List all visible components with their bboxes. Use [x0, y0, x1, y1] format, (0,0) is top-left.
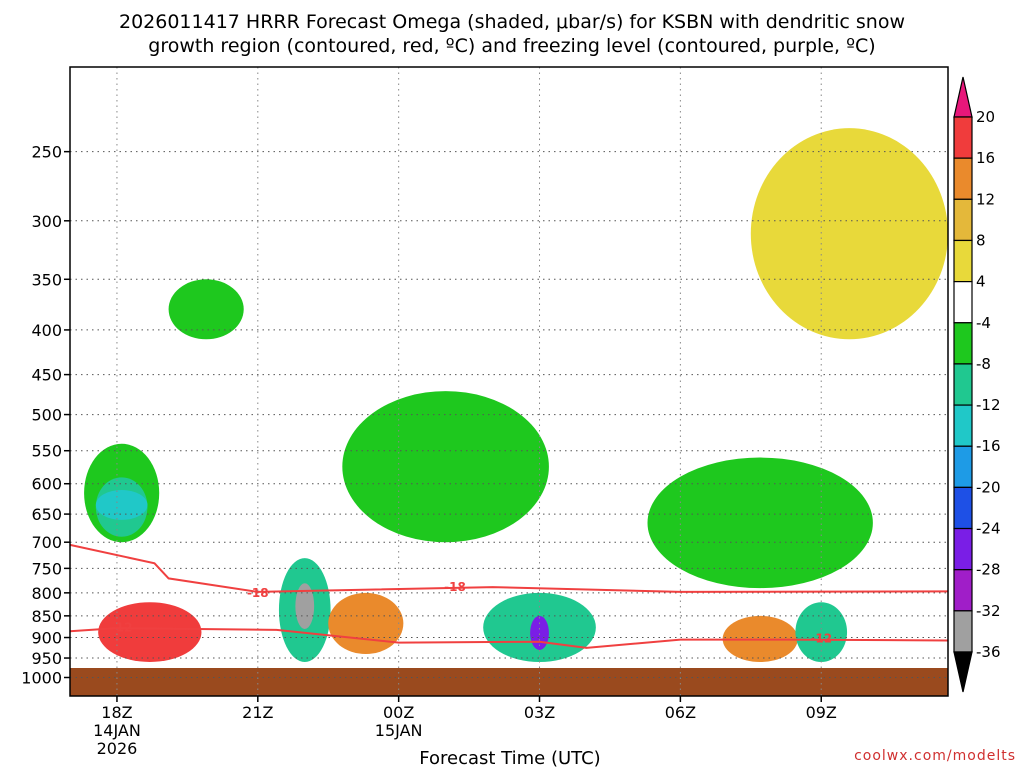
x-tick-label: 21Z — [242, 703, 273, 722]
colorbar-segment — [953, 363, 973, 406]
colorbar-segment — [953, 281, 973, 324]
y-tick-label: 600 — [31, 475, 62, 494]
colorbar-label: -20 — [976, 478, 1001, 496]
omega-shading — [84, 128, 948, 663]
y-tick-label: 700 — [31, 533, 62, 552]
colorbar-segment — [953, 239, 973, 283]
y-tick-label: 350 — [31, 270, 62, 289]
red-contour-line — [69, 543, 949, 593]
colorbar-segment — [953, 116, 973, 159]
plot-frame — [69, 66, 949, 697]
credit-text: coolwx.com/modelts — [854, 748, 1016, 764]
x-tick-year: 2026 — [97, 739, 138, 758]
y-tick-label: 300 — [31, 212, 62, 231]
omega-region — [98, 602, 202, 663]
chart-title-line2: growth region (contoured, red, ºC) and f… — [148, 35, 875, 57]
x-tick-label: 03Z — [524, 703, 555, 722]
x-axis-label: Forecast Time (UTC) — [419, 748, 600, 768]
red-contour-label: -18 — [247, 586, 269, 600]
omega-region — [95, 489, 148, 520]
colorbar-segment — [953, 404, 973, 447]
y-tick-label: 250 — [31, 143, 62, 162]
grid-lines — [70, 67, 948, 696]
y-tick-label: 500 — [31, 406, 62, 425]
colorbar: 20 16 12 8 4 -4 -8 -12 -16 -20 -24 -28 -32 -36 — [953, 76, 1001, 693]
red-contour-line — [69, 627, 949, 649]
colorbar-label: -32 — [976, 602, 1001, 620]
omega-region — [750, 128, 948, 340]
x-tick-label: 00Z — [383, 703, 414, 722]
y-tick-label: 1000 — [21, 668, 62, 687]
y-tick-label: 850 — [31, 607, 62, 626]
chart-title-line1: 2026011417 HRRR Forecast Omega (shaded, … — [119, 11, 905, 33]
colorbar-segment — [953, 527, 973, 571]
colorbar-segment — [953, 486, 973, 530]
colorbar-segment — [953, 445, 973, 488]
y-axis-ticks: 250 300 350 400 450 500 550 600 650 700 750 800 850 9… — [21, 143, 70, 687]
colorbar-label: -16 — [976, 437, 1001, 455]
y-tick-label: 800 — [31, 584, 62, 603]
plot-area: -18 -12 -12 -18 — [69, 66, 949, 697]
colorbar-label: -28 — [976, 561, 1001, 579]
y-tick-label: 900 — [31, 629, 62, 648]
y-tick-label: 550 — [31, 442, 62, 461]
y-tick-label: 400 — [31, 321, 62, 340]
colorbar-label: 20 — [976, 108, 995, 126]
x-tick-date: 14JAN — [93, 721, 141, 740]
red-contour-label: -12 — [810, 631, 832, 645]
colorbar-label: -12 — [976, 396, 1001, 414]
x-tick-label: 09Z — [806, 703, 837, 722]
x-tick-label: 18Z — [101, 703, 132, 722]
colorbar-label: -8 — [976, 355, 991, 373]
red-contour-label: -18 — [444, 580, 466, 594]
x-tick-label: 06Z — [665, 703, 696, 722]
colorbar-label: -24 — [976, 520, 1001, 538]
omega-region — [168, 279, 244, 340]
red-contour-label: -12 — [111, 620, 133, 634]
omega-region — [295, 583, 315, 630]
colorbar-label: -36 — [976, 643, 1001, 661]
y-tick-label: 950 — [31, 649, 62, 668]
omega-region — [795, 602, 848, 663]
colorbar-label: -4 — [976, 314, 991, 332]
colorbar-segment — [953, 198, 973, 242]
colorbar-top-arrow — [953, 76, 973, 118]
colorbar-label: 4 — [976, 273, 986, 291]
colorbar-segment — [953, 610, 973, 653]
colorbar-segment — [953, 569, 973, 612]
y-tick-label: 650 — [31, 505, 62, 524]
omega-region — [328, 592, 404, 655]
colorbar-bottom-arrow — [953, 651, 973, 693]
colorbar-segment — [953, 157, 973, 200]
colorbar-label: 12 — [976, 190, 995, 208]
colorbar-segment — [953, 322, 973, 365]
temperature-contours: -18 -12 -12 -18 — [69, 543, 949, 649]
colorbar-label: 8 — [976, 231, 986, 249]
y-tick-label: 750 — [31, 559, 62, 578]
omega-region — [647, 457, 873, 589]
x-tick-date: 15JAN — [375, 721, 423, 740]
y-tick-label: 450 — [31, 366, 62, 385]
ground-surface — [70, 668, 948, 696]
colorbar-label: 16 — [976, 149, 995, 167]
omega-region — [342, 391, 549, 543]
